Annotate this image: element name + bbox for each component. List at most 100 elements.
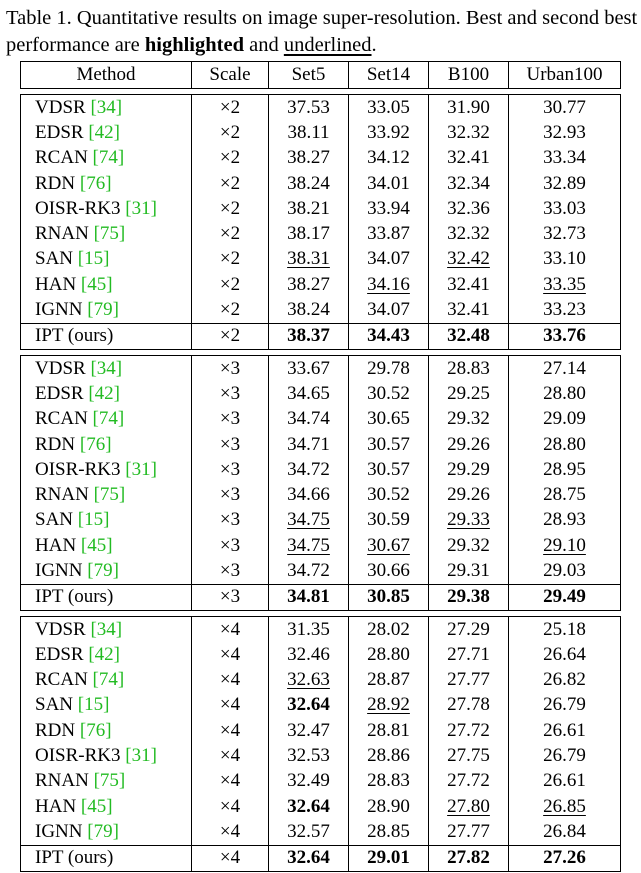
citation-link[interactable]: [79] <box>87 820 119 842</box>
value-text: 34.07 <box>367 248 410 270</box>
table-row: OISR-RK3 [31] ×3 34.72 30.57 29.29 28.95 <box>20 457 621 483</box>
value-cell: 28.86 <box>348 743 429 769</box>
value-text: 34.07 <box>367 299 410 321</box>
value-cell: 27.75 <box>428 743 509 769</box>
value-text: 38.27 <box>287 147 330 169</box>
table-row: SAN [15] ×2 38.31 34.07 32.42 33.10 <box>20 246 621 273</box>
value-text: 29.33 <box>447 509 490 531</box>
method-name: RCAN <box>35 408 88 430</box>
method-name: HAN <box>35 273 77 295</box>
scale-cell: ×3 <box>191 507 269 534</box>
value-text: 34.81 <box>287 586 330 608</box>
citation-link[interactable]: [76] <box>79 433 112 455</box>
citation-link[interactable]: [74] <box>92 408 125 430</box>
table-row: VDSR [34] ×4 31.35 28.02 27.29 25.18 <box>20 615 621 643</box>
citation-link[interactable]: [75] <box>93 484 126 506</box>
value-text: 27.77 <box>447 820 490 842</box>
value-cell: 27.26 <box>508 844 621 872</box>
citation-link[interactable]: [74] <box>92 669 125 691</box>
value-text: 32.41 <box>447 273 490 295</box>
value-cell: 29.33 <box>428 507 509 534</box>
citation-link[interactable]: [76] <box>79 719 112 741</box>
value-text: 29.78 <box>367 357 410 379</box>
value-text: 34.43 <box>367 325 410 347</box>
citation-link[interactable]: [42] <box>88 382 120 404</box>
table-row: RCAN [74] ×2 38.27 34.12 32.41 33.34 <box>20 145 621 171</box>
method-cell: RNAN [75] <box>20 768 192 795</box>
scale-cell: ×4 <box>191 794 269 820</box>
value-cell: 32.57 <box>268 819 349 846</box>
method-cell: RNAN [75] <box>20 221 192 247</box>
value-text: 27.72 <box>447 719 490 741</box>
value-text: 27.71 <box>447 643 490 665</box>
citation-link[interactable]: [79] <box>87 299 119 321</box>
value-cell: 28.90 <box>348 794 429 820</box>
value-cell: 34.16 <box>348 272 429 298</box>
method-name: IGNN <box>35 299 83 321</box>
scale-cell: ×4 <box>191 615 269 643</box>
citation-link[interactable]: [75] <box>93 223 126 245</box>
citation-link[interactable]: [15] <box>77 248 110 270</box>
value-cell: 26.79 <box>508 743 621 769</box>
value-cell: 26.61 <box>508 718 621 744</box>
citation-link[interactable]: [79] <box>87 559 119 581</box>
citation-link[interactable]: [34] <box>90 357 123 379</box>
table-row: RNAN [75] ×2 38.17 33.87 32.32 32.73 <box>20 221 621 247</box>
method-cell: OISR-RK3 [31] <box>20 196 192 222</box>
value-cell: 28.83 <box>428 354 509 382</box>
value-cell: 26.61 <box>508 768 621 795</box>
value-text: 38.27 <box>287 273 330 295</box>
method-cell: OISR-RK3 [31] <box>20 743 192 769</box>
citation-link[interactable]: [76] <box>79 172 112 194</box>
value-text: 30.85 <box>367 586 410 608</box>
citation-link[interactable]: [45] <box>80 273 113 295</box>
citation-link[interactable]: [15] <box>77 509 110 531</box>
method-cell: SAN [15] <box>20 246 192 273</box>
value-cell: 27.29 <box>428 615 509 643</box>
value-cell: 34.81 <box>268 583 349 611</box>
citation-link[interactable]: [75] <box>93 770 126 792</box>
value-cell: 28.80 <box>348 642 429 668</box>
value-cell: 26.85 <box>508 794 621 820</box>
value-text: 27.75 <box>447 745 490 767</box>
value-cell: 32.89 <box>508 170 621 197</box>
citation-link[interactable]: [34] <box>90 96 123 118</box>
value-cell: 32.34 <box>428 170 509 197</box>
method-cell: OISR-RK3 [31] <box>20 457 192 483</box>
value-text: 32.48 <box>447 325 490 347</box>
value-text: 27.14 <box>543 357 586 379</box>
citation-link[interactable]: [74] <box>92 147 125 169</box>
value-cell: 38.24 <box>268 170 349 197</box>
citation-link[interactable]: [45] <box>80 534 113 556</box>
citation-link[interactable]: [31] <box>125 745 157 767</box>
value-cell: 28.02 <box>348 615 429 643</box>
results-table: Method Scale Set5 Set14 B100 Urban100 VD… <box>20 61 621 872</box>
method-cell: HAN [45] <box>20 794 192 820</box>
method-cell: EDSR [42] <box>20 381 192 407</box>
citation-link[interactable]: [15] <box>77 694 110 716</box>
value-text: 32.41 <box>447 147 490 169</box>
value-text: 34.16 <box>367 273 410 295</box>
value-text: 32.63 <box>287 669 330 691</box>
scale-cell: ×3 <box>191 558 269 585</box>
table-row: RNAN [75] ×3 34.66 30.52 29.26 28.75 <box>20 482 621 508</box>
citation-link[interactable]: [45] <box>80 795 113 817</box>
value-text: 34.72 <box>287 458 330 480</box>
value-text: 28.83 <box>447 357 490 379</box>
citation-link[interactable]: [31] <box>125 197 157 219</box>
value-cell: 30.65 <box>348 406 429 432</box>
value-text: 29.25 <box>447 382 490 404</box>
value-cell: 32.32 <box>428 120 509 146</box>
citation-link[interactable]: [31] <box>125 458 157 480</box>
citation-link[interactable]: [34] <box>90 618 123 640</box>
value-text: 29.32 <box>447 534 490 556</box>
value-cell: 29.26 <box>428 482 509 508</box>
citation-link[interactable]: [42] <box>88 121 120 143</box>
value-text: 28.85 <box>367 820 410 842</box>
method-name: OISR-RK3 <box>35 745 121 767</box>
value-cell: 28.81 <box>348 718 429 744</box>
value-cell: 32.41 <box>428 145 509 171</box>
citation-link[interactable]: [42] <box>88 643 120 665</box>
value-text: 33.05 <box>367 96 410 118</box>
method-name: SAN <box>35 694 74 716</box>
